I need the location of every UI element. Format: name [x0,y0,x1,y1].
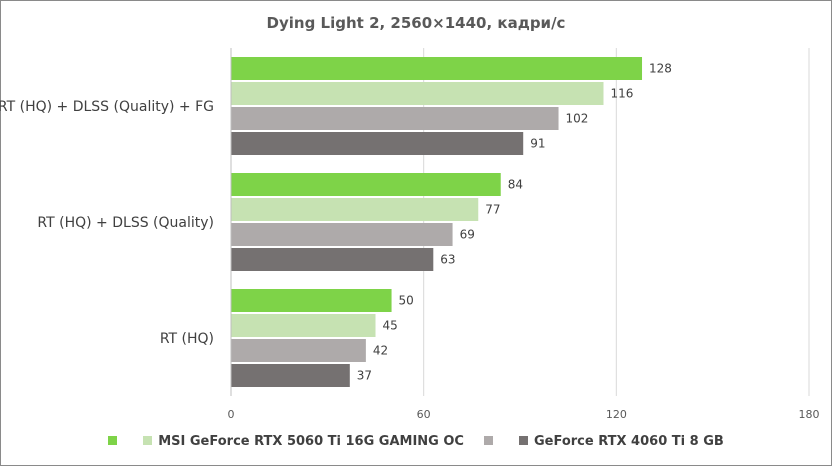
category-label: RT (HQ) + DLSS (Quality) [37,215,214,231]
bar [231,132,524,155]
bar [231,364,350,387]
x-tick-label: 0 [228,408,235,421]
bar [231,223,453,246]
legend-label: MSI GeForce RTX 5060 Ti 16G GAMING OC [158,434,464,449]
data-label: 69 [460,228,475,242]
data-label: 63 [440,253,455,267]
bar [231,248,434,271]
category-label: RT (HQ) [160,331,214,347]
bar [231,339,366,362]
legend-item: MSI GeForce RTX 5060 Ti 16G GAMING OC [143,434,464,449]
legend-item [483,434,499,449]
data-label: 128 [649,62,672,76]
data-label: 102 [566,112,589,126]
legend-item [108,434,123,449]
chart-title: Dying Light 2, 2560×1440, кадри/с [266,14,566,32]
data-label: 84 [508,178,523,192]
bar [231,173,501,196]
data-label: 45 [383,319,398,333]
legend-swatch [483,436,493,445]
bar [231,289,392,312]
data-label: 50 [399,294,414,308]
data-label: 42 [373,344,388,358]
bar [231,107,559,130]
data-label: 116 [610,87,633,101]
bar [231,82,604,105]
chart-legend: MSI GeForce RTX 5060 Ti 16G GAMING OC GeF… [0,434,832,449]
category-label: RT (HQ) + DLSS (Quality) + FG [0,99,214,115]
legend-swatch [518,436,528,445]
data-label: 37 [357,369,372,383]
x-tick-label: 120 [606,408,627,421]
legend-item: GeForce RTX 4060 Ti 8 GB [518,434,724,449]
legend-swatch [108,436,118,445]
bar-chart: 0 60 120 180 RT (HQ) + DLSS (Quality) + FG 12… [0,48,820,421]
data-label: 91 [530,137,545,151]
legend-label: GeForce RTX 4060 Ti 8 GB [533,434,724,449]
x-tick-label: 60 [417,408,431,421]
legend-swatch [143,436,153,445]
x-tick-label: 180 [799,408,820,421]
bar [231,57,643,80]
bar [231,314,376,337]
data-label: 77 [485,203,500,217]
bar [231,198,479,221]
